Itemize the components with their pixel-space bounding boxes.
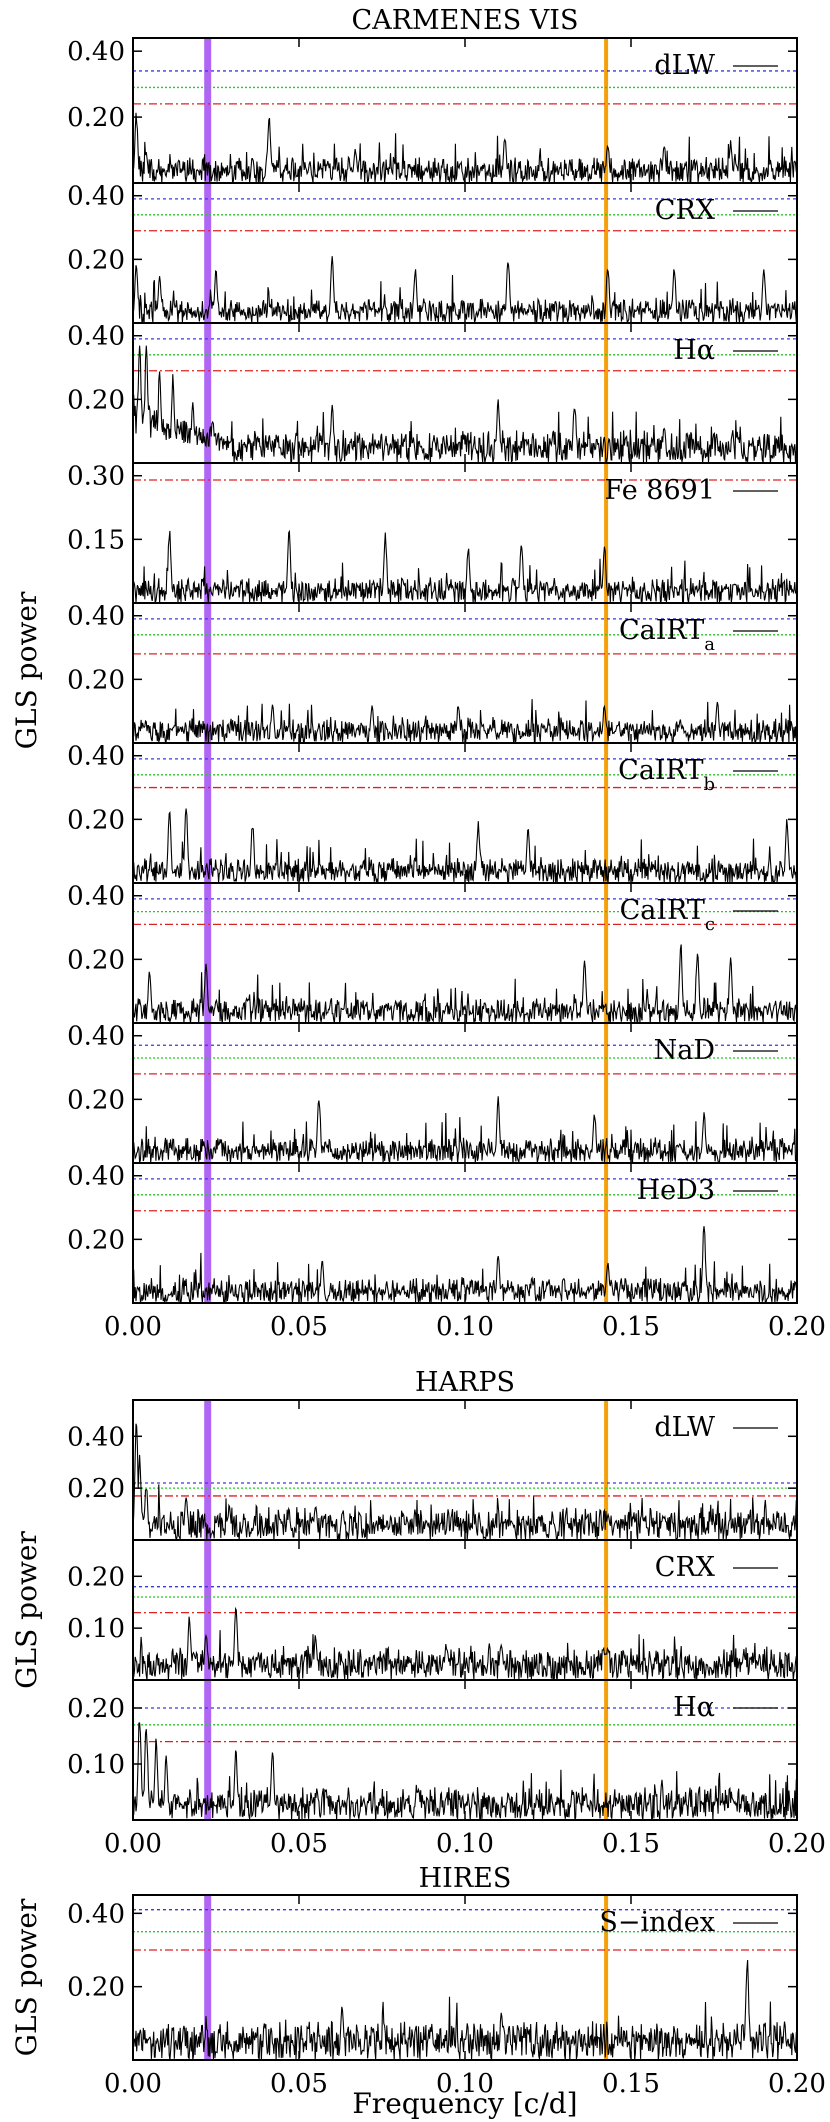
x-tick-label: 0.00 [104,1312,162,1342]
series-label: Fe 8691 [604,475,715,506]
x-tick-label: 0.05 [270,1829,328,1859]
y-tick-label: 0.20 [67,1562,125,1592]
y-axis-label: GLS power [10,591,43,749]
x-tick-label: 0.10 [436,2069,494,2099]
group-title: HIRES [419,1863,512,1894]
series-label: CaIRTb [618,755,715,795]
y-axis-label: GLS power [10,1531,43,1689]
x-tick-label: 0.00 [104,2069,162,2099]
x-tick-label: 0.20 [768,1312,826,1342]
y-tick-label: 0.20 [67,945,125,975]
x-tick-label: 0.05 [270,2069,328,2099]
periodogram-trace [133,1423,797,1540]
group-title: HARPS [415,1367,515,1398]
y-tick-label: 0.20 [67,1694,125,1724]
y-tick-label: 0.30 [67,462,125,492]
y-tick-label: 0.10 [67,1750,125,1780]
y-tick-label: 0.40 [67,742,125,772]
x-tick-label: 0.20 [768,2069,826,2099]
periodogram-trace [133,1606,797,1680]
periodogram-panel: 0.20 0.40 Hα [67,322,798,464]
y-tick-label: 0.20 [67,245,125,275]
y-tick-label: 0.40 [67,1022,125,1052]
periodogram-trace [133,699,797,743]
periodogram-trace [133,256,797,323]
y-axis-label: GLS power [10,1898,43,2056]
y-tick-label: 0.20 [67,385,125,415]
periodogram-panel: 0.20 0.40 dLW [67,1399,798,1541]
y-tick-label: 0.40 [67,322,125,352]
periodogram-panel: 0.20 0.40 CaIRTa [67,602,798,744]
y-tick-label: 0.40 [67,1162,125,1192]
periodogram-trace [133,1096,797,1163]
y-tick-label: 0.40 [67,1899,125,1929]
periodogram-panel: 0.20 0.40 NaD [67,1022,798,1164]
series-label: CRX [655,195,716,226]
periodogram-trace [133,808,797,883]
x-tick-label: 0.00 [104,1829,162,1859]
series-label: HeD3 [637,1175,715,1206]
x-tick-label: 0.20 [768,1829,826,1859]
series-label: CaIRTa [619,615,715,655]
x-tick-label: 0.15 [602,1829,660,1859]
x-tick-label: 0.10 [436,1312,494,1342]
series-label: dLW [654,1412,715,1443]
periodogram-panel: 0.10 0.20 CRX [67,1539,798,1681]
y-tick-label: 0.20 [67,665,125,695]
y-tick-label: 0.40 [67,882,125,912]
series-label: CRX [655,1552,716,1583]
y-tick-label: 0.15 [67,525,125,555]
y-tick-label: 0.40 [67,182,125,212]
periodogram-panel: 0.20 0.40 S−index 0.00 0.05 0.10 0.15 0.20 [67,1894,826,2099]
periodogram-trace [133,529,797,603]
x-tick-label: 0.05 [270,1312,328,1342]
y-tick-label: 0.40 [67,37,125,67]
y-tick-label: 0.20 [67,1225,125,1255]
periodogram-panel: 0.15 0.30 Fe 8691 [67,462,798,604]
series-label: dLW [654,50,715,81]
x-tick-label: 0.15 [602,2069,660,2099]
periodogram-trace [133,1959,797,2060]
series-label: S−index [599,1907,715,1938]
periodogram-trace [133,1226,797,1303]
series-label: Hα [673,335,715,366]
periodogram-panel: 0.20 0.40 dLW [67,37,798,184]
y-tick-label: 0.20 [67,1085,125,1115]
y-tick-label: 0.20 [67,1474,125,1504]
series-label: CaIRTc [620,895,715,935]
periodogram-trace [133,944,797,1023]
periodogram-panel: 0.20 0.40 CaIRTc [67,882,798,1024]
periodogram-panel: 0.10 0.20 Hα 0.00 0.05 0.10 0.15 0.20 [67,1679,826,1859]
y-tick-label: 0.10 [67,1614,125,1644]
group-title: CARMENES VIS [352,5,579,36]
periodogram-trace [133,1722,797,1820]
x-axis-label: Frequency [c/d] [352,2087,577,2120]
x-tick-label: 0.15 [602,1312,660,1342]
periodogram-panel: 0.20 0.40 CRX [67,182,798,324]
periodogram-panel: 0.20 0.40 HeD3 0.00 0.05 0.10 0.15 0.20 [67,1162,826,1342]
series-label: NaD [654,1035,715,1066]
y-tick-label: 0.40 [67,602,125,632]
periodogram-panel: 0.20 0.40 CaIRTb [67,742,798,884]
y-tick-label: 0.20 [67,1973,125,2003]
periodogram-trace [133,112,797,183]
y-tick-label: 0.20 [67,103,125,133]
y-tick-label: 0.20 [67,805,125,835]
series-label: Hα [673,1692,715,1723]
periodogram-trace [133,345,797,463]
x-tick-label: 0.10 [436,1829,494,1859]
y-tick-label: 0.40 [67,1422,125,1452]
